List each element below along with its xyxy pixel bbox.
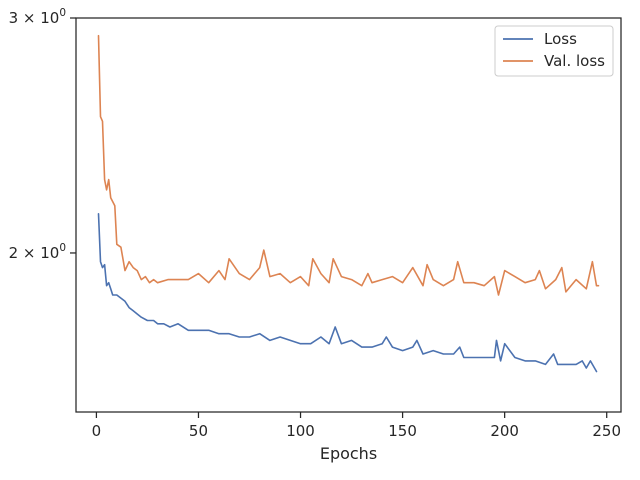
series-line-1 <box>97 213 598 373</box>
x-tick-label: 250 <box>592 422 621 440</box>
ticks-layer: 0 50 100 150 200 250 2 × 100 3 × 100 <box>9 7 621 440</box>
legend-label-1: Loss <box>544 30 577 48</box>
x-tick-label: 100 <box>286 422 315 440</box>
y-tick-label: 3 × 100 <box>9 7 66 27</box>
y-tick-label: 2 × 100 <box>9 242 66 262</box>
legend: Loss Val. loss <box>494 25 614 77</box>
plot-frame <box>75 17 622 413</box>
legend-label-2: Val. loss <box>544 52 605 70</box>
series-line-2 <box>97 34 600 296</box>
x-tick-label: 200 <box>490 422 519 440</box>
plot-background <box>76 18 621 412</box>
x-tick-label: 150 <box>388 422 417 440</box>
x-tick-label: 50 <box>189 422 208 440</box>
x-tick-label: 0 <box>92 422 102 440</box>
x-axis-label: Epochs <box>320 444 377 463</box>
series-layer <box>97 34 600 373</box>
